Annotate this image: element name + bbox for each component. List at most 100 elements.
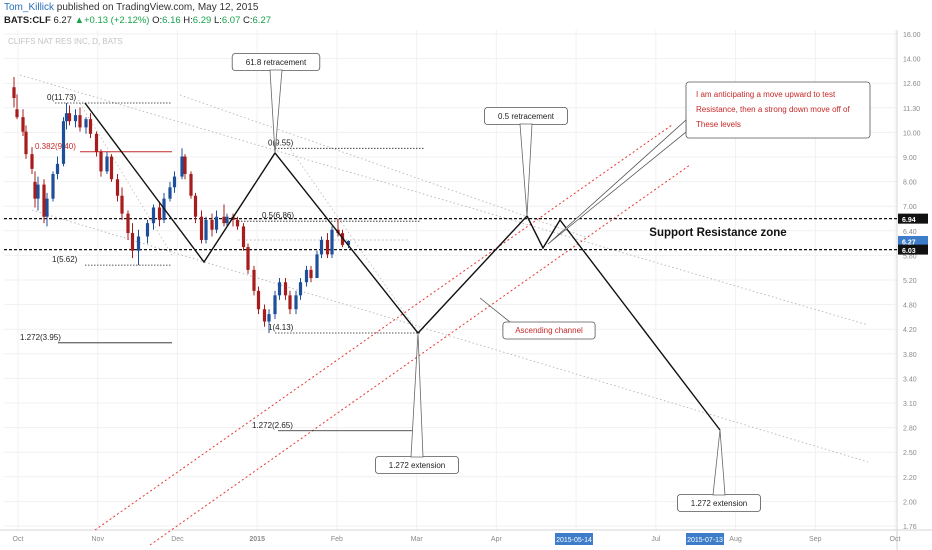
candle-body[interactable] — [273, 295, 277, 315]
candle-body[interactable] — [222, 216, 226, 224]
candle-body[interactable] — [94, 133, 99, 152]
candle-body[interactable] — [315, 254, 319, 279]
candle-body[interactable] — [30, 154, 34, 169]
candle-body[interactable] — [346, 241, 351, 245]
price-tag-bg — [898, 244, 928, 255]
y-tick-label: 1.76 — [903, 524, 917, 531]
candle-body[interactable] — [136, 236, 141, 251]
candle-body[interactable] — [64, 113, 69, 122]
fib-level-label: 1.272(3.95) — [20, 333, 61, 342]
candle-body[interactable] — [241, 226, 246, 248]
candle-body[interactable] — [262, 309, 267, 322]
candle-body[interactable] — [21, 117, 25, 132]
candle-body[interactable] — [55, 163, 60, 174]
candle-body[interactable] — [145, 223, 150, 237]
candle-body[interactable] — [84, 119, 88, 128]
symbol-label: BATS:CLF — [4, 15, 51, 26]
candle-body[interactable] — [115, 179, 120, 196]
candle-body[interactable] — [235, 219, 240, 227]
y-tick-label: 3.10 — [903, 401, 917, 408]
candle-body[interactable] — [15, 109, 19, 118]
author-link[interactable]: Tom_Killick — [4, 2, 55, 13]
publish-text: published on TradingView.com, May 12, 20… — [56, 2, 259, 13]
callout-0-5: 0.5 retracement — [498, 112, 555, 121]
callout-pointer — [269, 69, 283, 154]
candle-body[interactable] — [214, 216, 219, 230]
candle-body[interactable] — [73, 115, 78, 122]
candle-body[interactable] — [180, 156, 184, 177]
candle-body[interactable] — [256, 290, 261, 310]
candle-body[interactable] — [199, 216, 204, 240]
x-tick-label: Oct — [13, 536, 24, 543]
candle-body[interactable] — [193, 195, 198, 217]
y-tick-label: 16.00 — [903, 32, 921, 39]
note-box — [685, 81, 871, 139]
candle-body[interactable] — [42, 184, 46, 217]
candle-body[interactable] — [105, 156, 109, 172]
callout-1272-a: 1.272 extension — [389, 461, 446, 470]
candle-body[interactable] — [151, 207, 156, 224]
candle-body[interactable] — [168, 187, 172, 199]
candle-body[interactable] — [330, 229, 334, 255]
callout-ascending: Ascending channel — [515, 326, 583, 335]
candle-body[interactable] — [319, 239, 324, 255]
candle-body[interactable] — [283, 282, 288, 296]
x-tick-label: Mar — [411, 536, 424, 543]
candle-body[interactable] — [277, 282, 282, 296]
y-tick-label: 5.80 — [903, 253, 917, 260]
callout-pointer — [519, 123, 533, 217]
x-tick-label: Oct — [890, 536, 901, 543]
downtrend-channel-top — [19, 74, 869, 326]
candle-body[interactable] — [204, 219, 208, 240]
candle-body[interactable] — [88, 119, 93, 134]
candle-body[interactable] — [246, 247, 250, 270]
chart-watermark: CLIFFS NAT RES INC, D, BATS — [8, 37, 123, 46]
candle-body[interactable] — [12, 87, 16, 98]
candle-body[interactable] — [120, 195, 124, 214]
candle-body[interactable] — [294, 295, 298, 310]
fib-level-label: 0(9.55) — [268, 138, 294, 147]
candle-body[interactable] — [288, 295, 292, 310]
candle-body[interactable] — [210, 219, 214, 230]
candle-body[interactable] — [78, 115, 82, 128]
candle-body[interactable] — [109, 156, 114, 180]
trend-line-mid — [179, 94, 589, 239]
candle-body[interactable] — [51, 173, 55, 199]
callout-61-8: 61.8 retracement — [246, 58, 307, 67]
low-value: 6.07 — [221, 15, 241, 26]
date-badge: 2015-07-13 — [687, 537, 723, 544]
candle-body[interactable] — [33, 181, 37, 199]
callout-1272-b: 1.272 extension — [691, 499, 748, 508]
open-label: O: — [152, 15, 163, 26]
candle-body[interactable] — [67, 113, 72, 122]
candle-body[interactable] — [36, 184, 40, 199]
callout-pointer — [410, 332, 424, 458]
downtrend-channel-bottom — [31, 209, 869, 463]
candle-body[interactable] — [252, 269, 256, 291]
date-badge-bg — [555, 533, 593, 545]
candle-body[interactable] — [24, 131, 28, 155]
y-tick-label: 3.80 — [903, 352, 917, 359]
candle-body[interactable] — [61, 121, 66, 164]
x-tick-label: Apr — [491, 536, 503, 543]
y-tick-label: 9.00 — [903, 155, 917, 162]
candle-body[interactable] — [225, 216, 229, 224]
candle-body[interactable] — [172, 176, 177, 188]
candle-body[interactable] — [309, 269, 313, 279]
x-tick-label: Feb — [331, 536, 343, 543]
candle-body[interactable] — [45, 198, 49, 217]
fib-level-label: 0.5(6.86) — [262, 211, 294, 220]
candle-body[interactable] — [183, 156, 187, 174]
candle-body[interactable] — [304, 269, 309, 283]
candle-body[interactable] — [126, 213, 130, 234]
candle-body[interactable] — [298, 282, 303, 296]
candle-body[interactable] — [189, 173, 193, 196]
candle-body[interactable] — [130, 233, 135, 251]
candle-body[interactable] — [157, 207, 162, 220]
x-tick-label: Nov — [92, 536, 105, 543]
candle-body[interactable] — [99, 151, 103, 172]
high-value: 6.29 — [192, 15, 212, 26]
candle-body[interactable] — [267, 314, 271, 322]
candle-body[interactable] — [325, 239, 330, 255]
